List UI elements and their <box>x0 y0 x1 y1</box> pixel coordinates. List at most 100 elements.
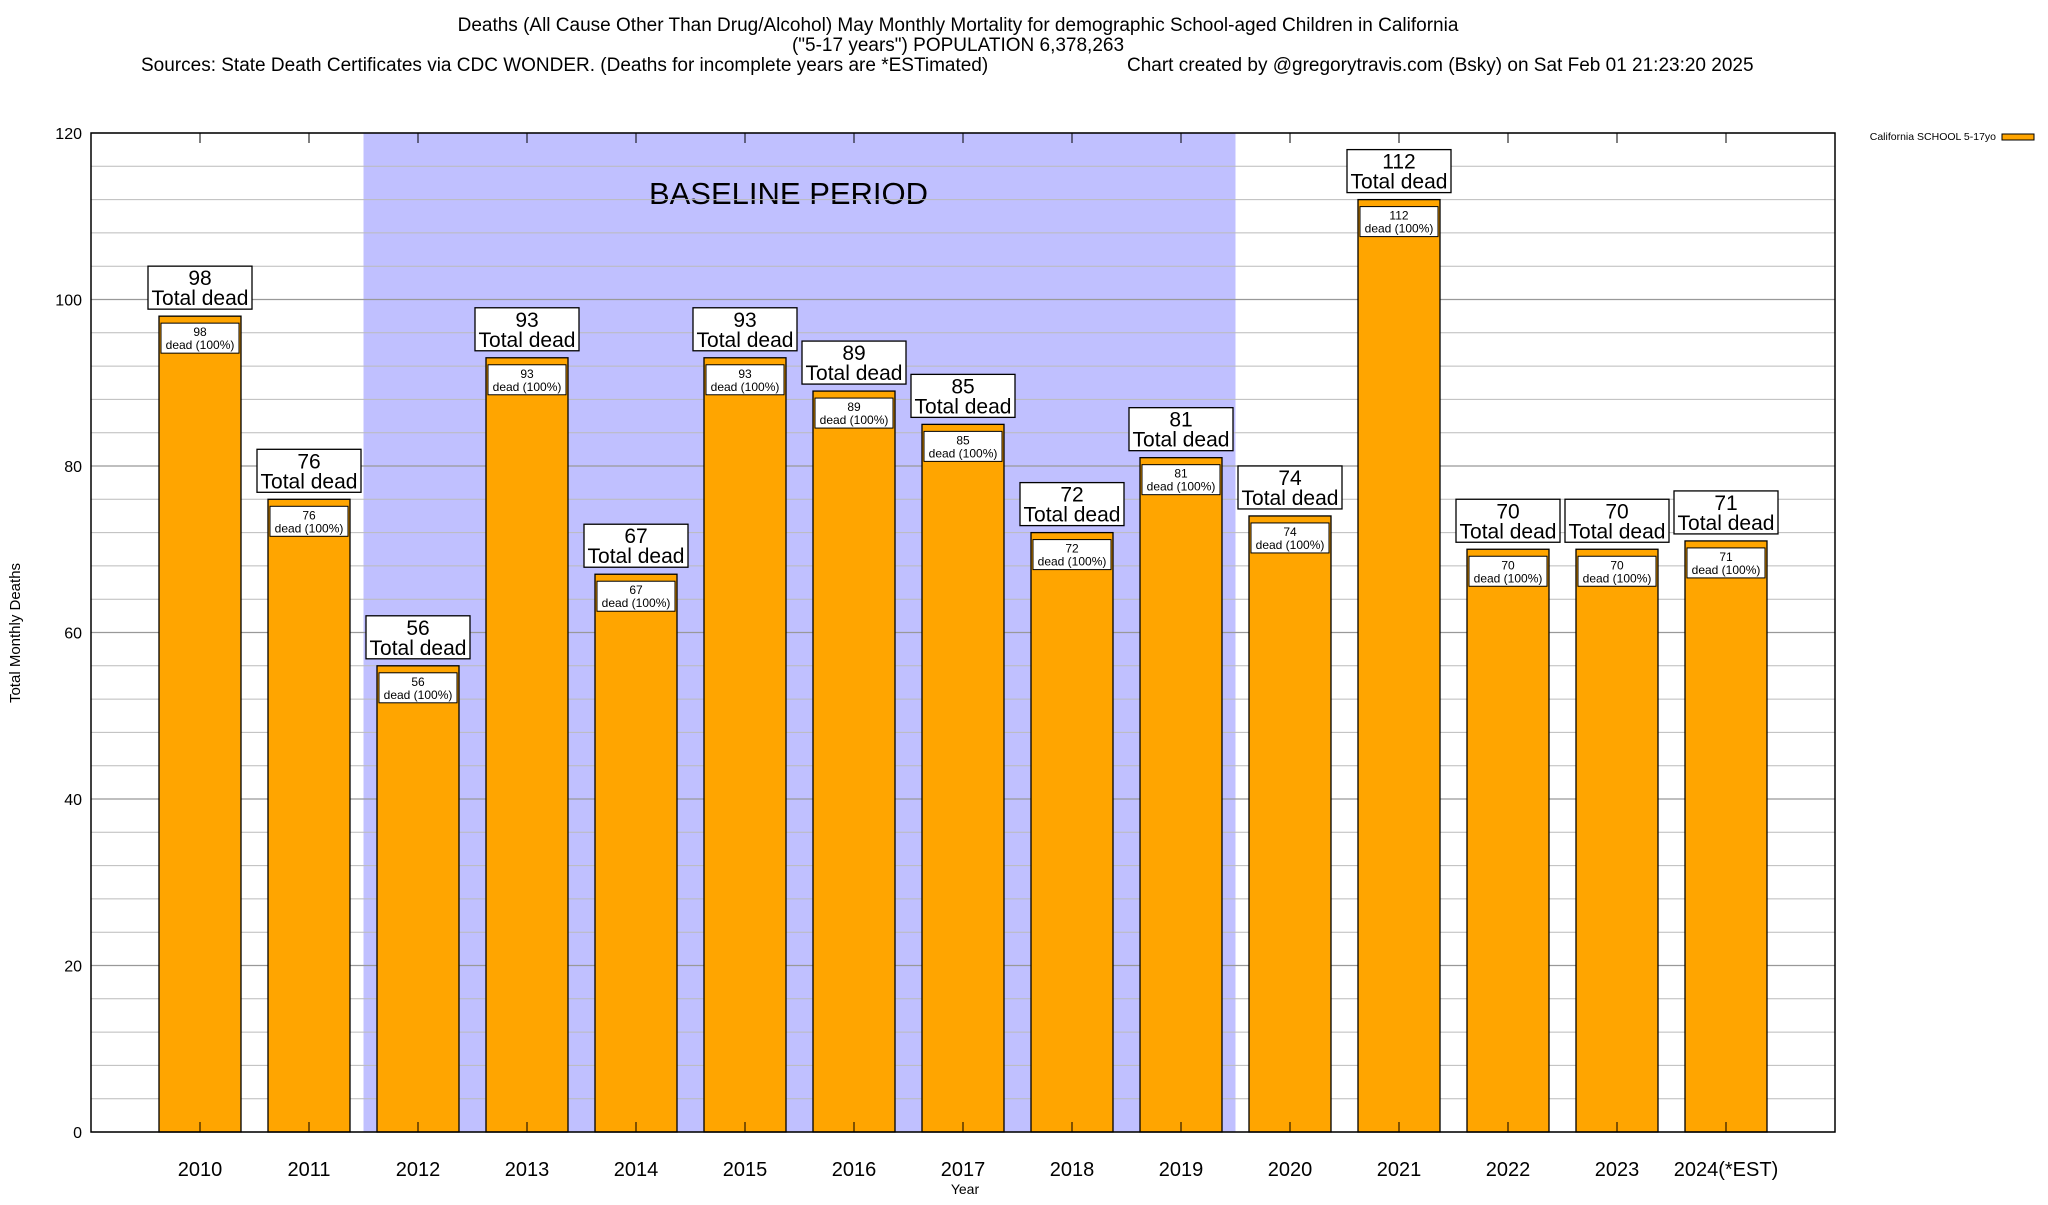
bar-inner-value: 89 <box>847 400 861 414</box>
bar <box>1466 548 1550 1133</box>
x-tick-label: 2019 <box>1159 1159 1204 1181</box>
x-tick-label: 2022 <box>1486 1159 1531 1181</box>
bar-total-value: 85 <box>951 375 974 398</box>
chart-title-line-1: Deaths (All Cause Other Than Drug/Alcoho… <box>458 15 1459 36</box>
bar-total-value: 56 <box>406 617 429 640</box>
bar-total-label: Total dead <box>1351 171 1448 194</box>
y-tick-label: 20 <box>64 959 82 976</box>
x-tick-label: 2011 <box>287 1159 330 1181</box>
bar-inner-label: dead (100%) <box>929 446 998 460</box>
bar-total-value: 76 <box>297 450 320 473</box>
bar-total-label-box <box>1128 407 1234 452</box>
x-tick-label: 2015 <box>723 1159 768 1181</box>
y-tick-label: 60 <box>64 626 82 643</box>
bar-inner-label-box <box>487 364 567 396</box>
bar-inner-label: dead (100%) <box>166 338 235 352</box>
bar-inner-label-box <box>160 322 240 354</box>
x-tick-label: 2020 <box>1268 1159 1313 1181</box>
bar-inner-value: 76 <box>302 508 316 522</box>
bar-inner-label-box <box>269 505 349 537</box>
bar-inner-label: dead (100%) <box>1583 571 1652 585</box>
bar-total-label-box <box>365 615 471 660</box>
bar <box>921 423 1005 1133</box>
bar-total-label: Total dead <box>1569 520 1666 543</box>
bar-inner-label: dead (100%) <box>1692 563 1761 577</box>
bar-total-value: 89 <box>842 342 865 365</box>
bar-inner-value: 71 <box>1719 550 1733 564</box>
bar-inner-value: 98 <box>193 325 207 339</box>
bar-total-value: 112 <box>1382 151 1415 174</box>
bar-inner-label-box <box>1141 464 1221 496</box>
bar-total-label: Total dead <box>588 545 685 568</box>
bar-total-label: Total dead <box>1133 429 1230 452</box>
bar-total-label: Total dead <box>915 395 1012 418</box>
bar <box>812 390 896 1133</box>
bar <box>376 665 460 1133</box>
x-tick-label: 2014 <box>614 1159 659 1181</box>
bar-total-label-box <box>147 265 253 310</box>
bar-total-value: 72 <box>1060 484 1083 507</box>
bar-total-label-box <box>1564 498 1670 543</box>
bar-inner-label-box <box>378 672 458 704</box>
bar-total-label: Total dead <box>479 329 576 352</box>
bar-inner-value: 81 <box>1174 467 1188 481</box>
bar-total-label-box <box>1346 148 1452 194</box>
bar-total-value: 67 <box>624 525 647 548</box>
y-axis-label: Total Monthly Deaths <box>7 563 24 703</box>
bar-inner-label: dead (100%) <box>1365 222 1434 236</box>
bar <box>1575 548 1659 1133</box>
x-tick-label: 2010 <box>178 1159 223 1181</box>
bar-total-label-box <box>256 448 362 493</box>
x-tick-label: 2021 <box>1377 1159 1422 1181</box>
x-tick-label: 2016 <box>832 1159 877 1181</box>
bar-total-label-box <box>474 307 580 352</box>
bar-total-label: Total dead <box>370 637 467 660</box>
bar-total-label-box <box>1673 490 1779 535</box>
bar-total-value: 81 <box>1169 409 1192 432</box>
bar-inner-label-box <box>923 430 1003 462</box>
bar-total-value: 74 <box>1278 467 1302 490</box>
bar-inner-label-box <box>596 580 676 612</box>
x-tick-label: 2012 <box>396 1159 441 1181</box>
bar-inner-value: 93 <box>520 367 534 381</box>
bar <box>158 315 242 1133</box>
bar <box>1684 540 1768 1133</box>
bar <box>267 498 351 1133</box>
legend-swatch <box>2001 133 2035 141</box>
bar-total-value: 71 <box>1714 492 1737 515</box>
bar-total-label: Total dead <box>1024 504 1121 527</box>
bar-total-label: Total dead <box>697 329 794 352</box>
bar-total-value: 93 <box>515 309 538 332</box>
bar-inner-label: dead (100%) <box>493 380 562 394</box>
bar <box>594 573 678 1133</box>
y-tick-label: 100 <box>55 293 82 310</box>
x-tick-label: 2013 <box>505 1159 550 1181</box>
bar-inner-label: dead (100%) <box>820 413 889 427</box>
bar-inner-value: 70 <box>1501 558 1515 572</box>
y-tick-label: 120 <box>55 126 82 143</box>
bar-total-value: 98 <box>188 267 211 290</box>
x-tick-label: 2018 <box>1050 1159 1095 1181</box>
bar-inner-label: dead (100%) <box>275 521 344 535</box>
bar-inner-label-box <box>1359 206 1439 238</box>
bar-total-label-box <box>692 307 798 352</box>
bar <box>703 357 787 1133</box>
bar-inner-label: dead (100%) <box>602 596 671 610</box>
x-tick-label: 2017 <box>941 1159 986 1181</box>
bar-inner-label: dead (100%) <box>1038 555 1107 569</box>
y-tick-label: 80 <box>64 459 82 476</box>
legend: California SCHOOL 5-17yo <box>1870 131 2035 143</box>
